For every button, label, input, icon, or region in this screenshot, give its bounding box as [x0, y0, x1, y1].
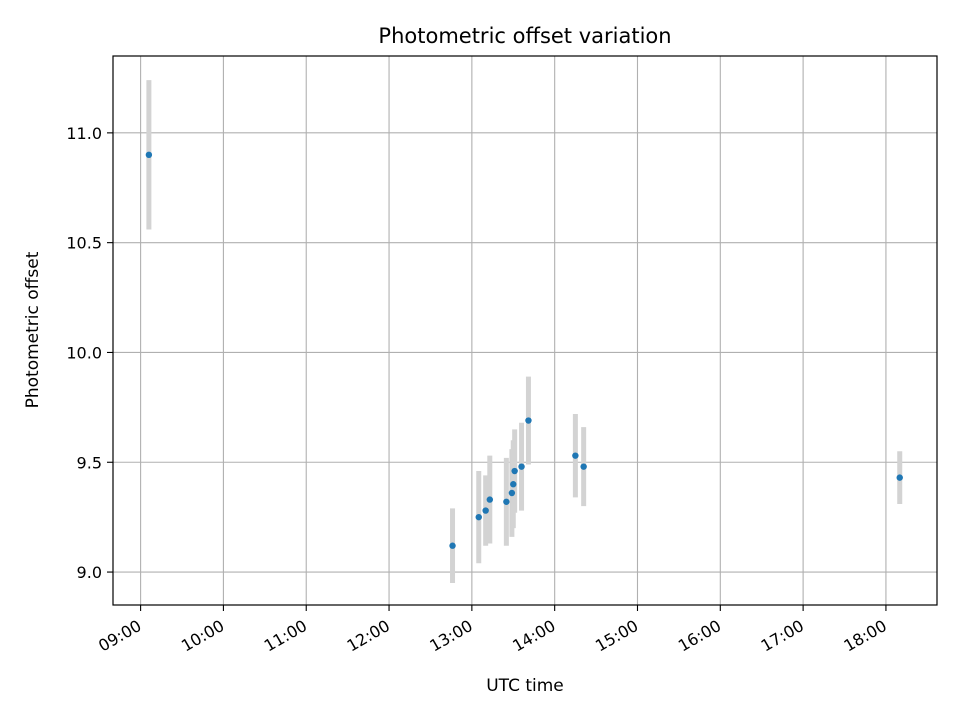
data-point — [518, 463, 525, 470]
data-point — [503, 498, 510, 505]
x-tick-label: 18:00 — [840, 616, 889, 656]
x-tick-label: 16:00 — [675, 616, 724, 656]
data-point — [449, 542, 456, 549]
data-point — [580, 463, 587, 470]
x-tick-label: 14:00 — [509, 616, 558, 656]
y-axis-title: Photometric offset — [23, 251, 43, 408]
x-tick-label: 10:00 — [178, 616, 227, 656]
plot-frame — [112, 55, 938, 606]
data-point — [525, 417, 532, 424]
grid-lines — [113, 56, 937, 605]
x-tick-label: 09:00 — [95, 616, 144, 656]
data-point — [145, 151, 153, 159]
x-axis: 09:00 10:00 11:00 12:00 13:00 14:00 15:00 16:00… — [95, 605, 890, 656]
y-tick-label: 9.0 — [77, 563, 102, 582]
data-point — [510, 481, 517, 488]
data-point — [475, 513, 482, 521]
data-point — [482, 507, 489, 514]
x-axis-title: UTC time — [486, 676, 564, 696]
data-point — [486, 496, 494, 503]
y-tick-label: 11.0 — [66, 124, 102, 143]
x-tick-label: 13:00 — [426, 616, 475, 656]
error-bars — [146, 80, 903, 584]
y-axis: 9.0 9.5 10.0 10.5 11.0 — [66, 124, 113, 582]
x-tick-label: 15:00 — [592, 616, 641, 656]
y-tick-label: 10.0 — [66, 343, 102, 362]
y-tick-label: 10.5 — [66, 234, 102, 253]
chart-title: Photometric offset variation — [378, 24, 671, 48]
data-point — [508, 489, 516, 497]
data-point — [572, 452, 579, 459]
data-point — [896, 474, 903, 481]
x-tick-label: 12:00 — [344, 616, 393, 656]
data-point — [511, 467, 518, 475]
data-points — [145, 151, 903, 549]
x-tick-label: 17:00 — [758, 616, 807, 656]
y-tick-label: 9.5 — [77, 453, 102, 472]
x-tick-label: 11:00 — [261, 616, 310, 656]
